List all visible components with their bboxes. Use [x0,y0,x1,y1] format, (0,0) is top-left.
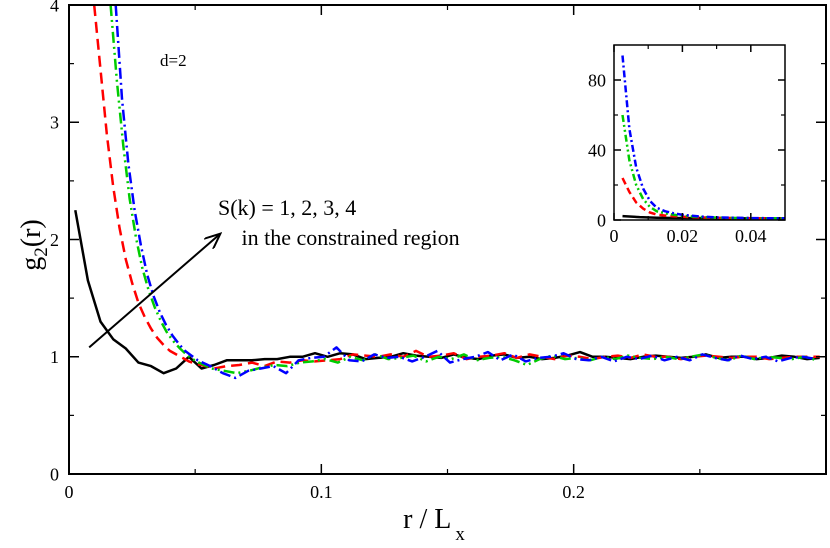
main-series-group [74,5,820,380]
y-axis-label-main: g [16,257,47,271]
main-y-tick-label: 2 [50,230,59,250]
x-axis-label-sub: x [455,524,465,545]
annotation-line-1: S(k) = 1, 2, 3, 4 [218,195,356,220]
main-ticks: 0 0.1 0.2 0 1 2 3 4 [50,0,826,502]
inset-series-line-2 [621,177,785,220]
main-series-line-4 [114,5,817,380]
inset-series-line-4 [621,55,785,220]
main-y-tick-label: 0 [50,464,59,484]
annotation-arrow [88,234,220,349]
dimension-label: d=2 [160,51,187,70]
y-axis-label-tail: (r) [16,219,47,247]
main-y-tick-label: 1 [50,347,59,367]
main-series-line-3 [109,5,818,375]
annotation-line-2: in the constrained region [236,225,460,250]
inset-plot: 0 0.02 0.04 0 40 80 [588,44,786,246]
main-x-tick-label: 0.2 [562,482,585,502]
inset-x-tick-label: 0.04 [735,226,767,246]
inset-x-tick-label: 0.02 [667,226,699,246]
inset-x-tick-label: 0 [610,226,619,246]
main-y-tick-label: 4 [50,0,59,15]
inset-y-tick-label: 40 [588,140,606,160]
y-axis-label: g2(r) [16,219,52,270]
inset-ticks: 0 0.02 0.04 0 40 80 [588,45,785,246]
main-x-tick-label: 0.1 [310,482,333,502]
main-series-line-2 [92,5,820,370]
inset-series-group [621,55,785,220]
inset-y-tick-label: 80 [588,70,606,90]
inset-y-tick-label: 0 [597,210,606,230]
main-y-tick-label: 3 [50,113,59,133]
main-plot: 0 0.1 0.2 0 1 2 3 4 d=2 S(k) = 1, 2, 3, 4 in th… [16,0,827,545]
inset-plot-frame [613,44,786,221]
x-axis-label-main: r / L [403,504,451,535]
y-axis-label-sub: 2 [31,247,52,257]
inset-series-line-3 [621,114,785,220]
main-x-tick-label: 0 [65,482,74,502]
